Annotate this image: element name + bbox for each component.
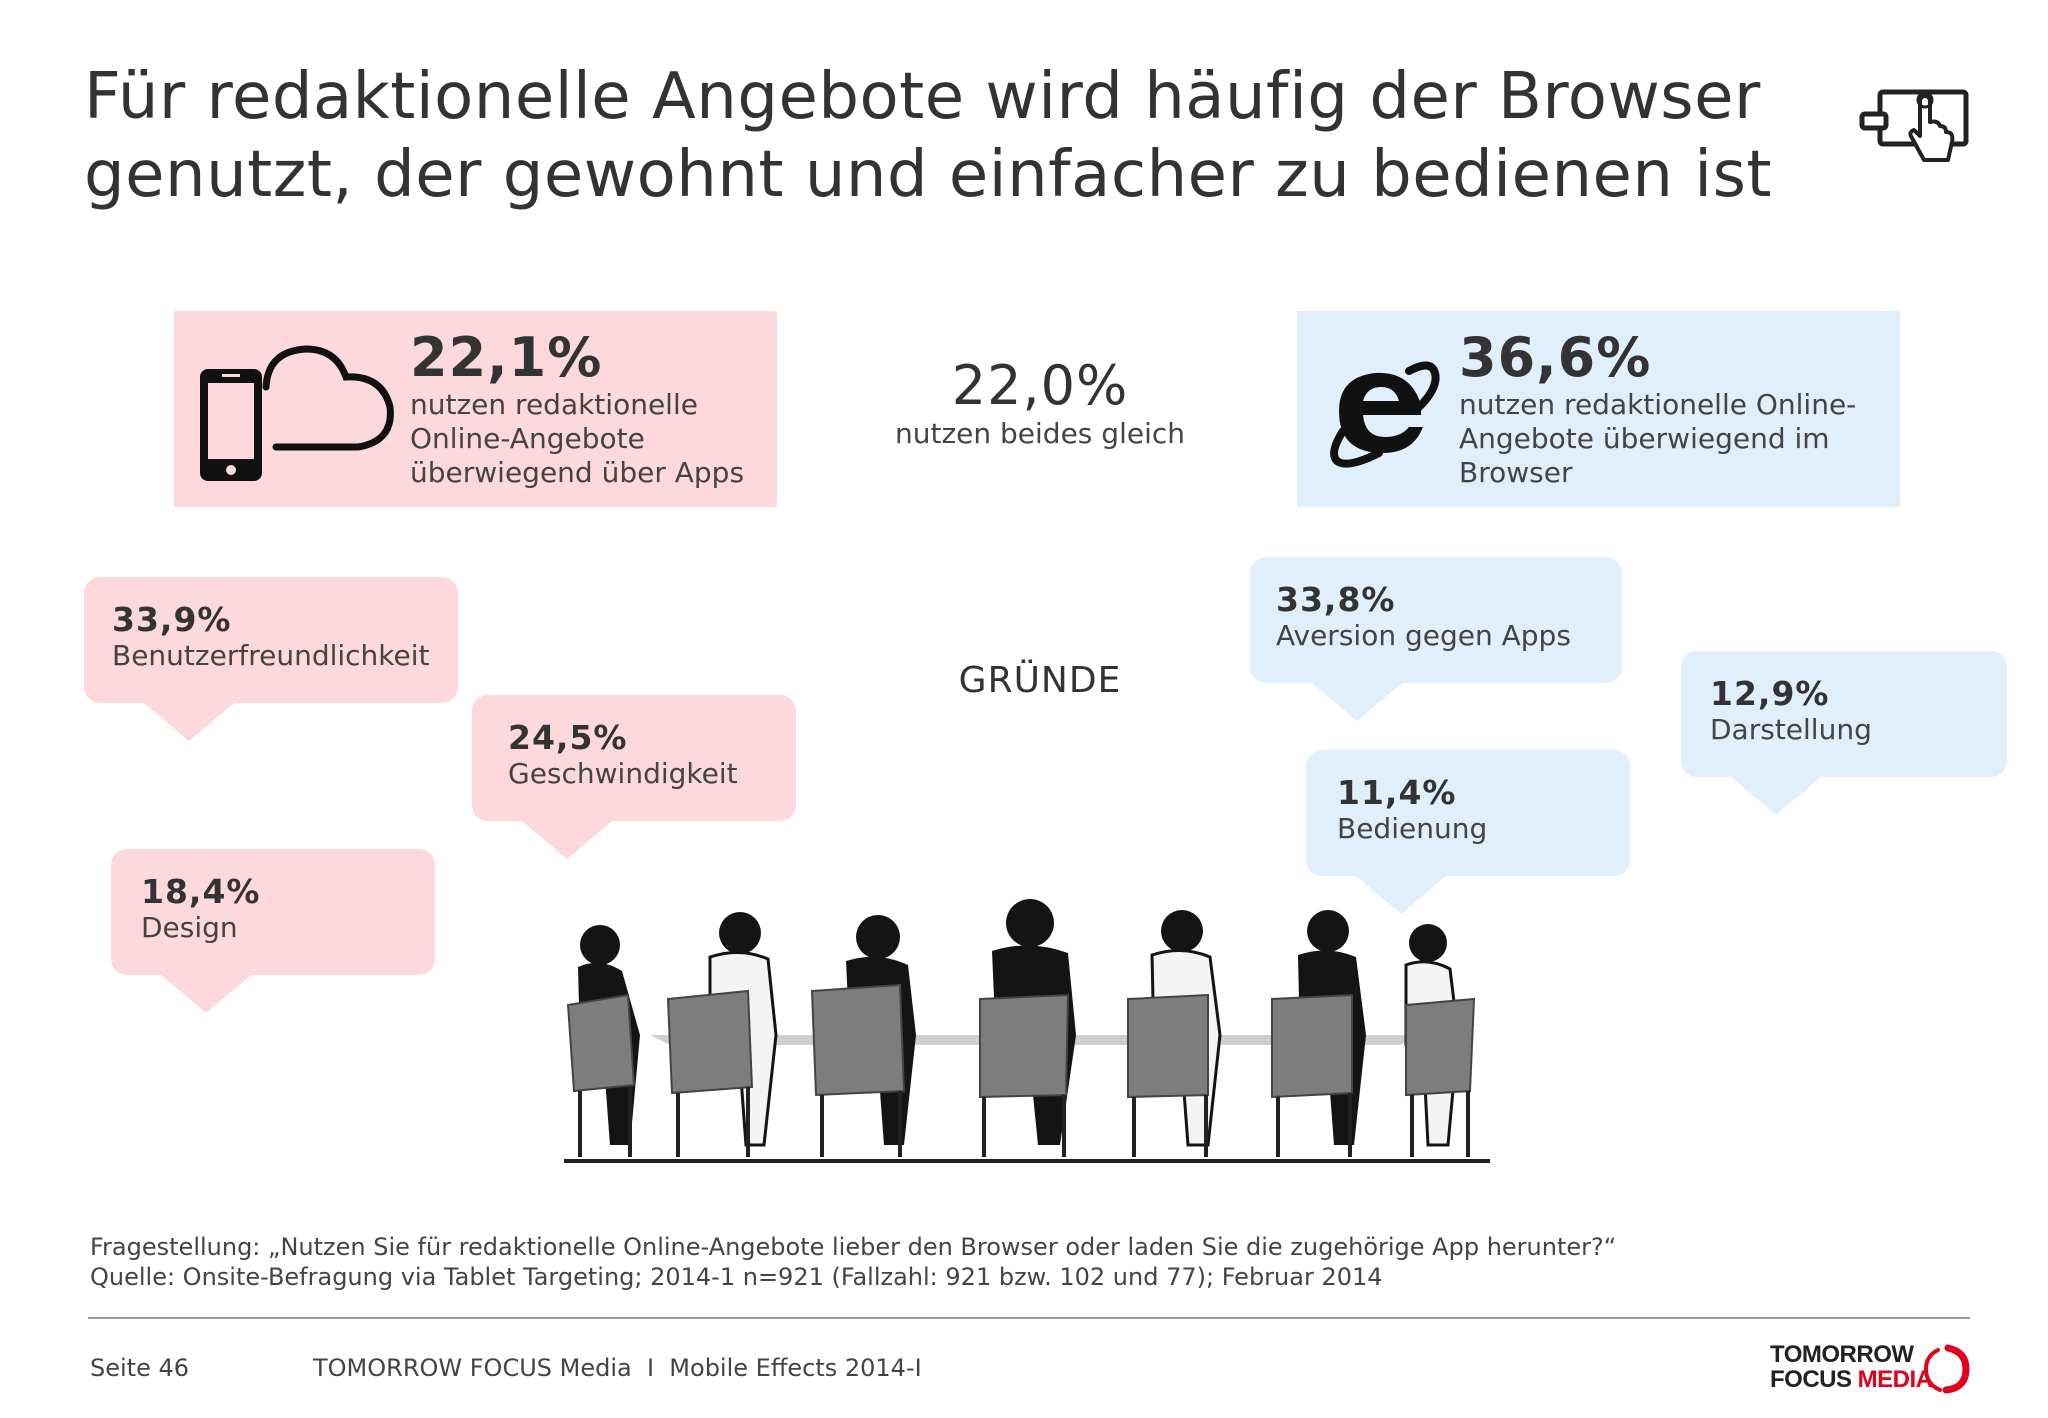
reason-label: Darstellung xyxy=(1710,713,1872,746)
reason-label: Benutzerfreundlichkeit xyxy=(112,639,430,672)
apps-desc-line-3: überwiegend über Apps xyxy=(410,456,745,489)
reasons-label: GRÜNDE xyxy=(958,660,1122,701)
reason-label: Design xyxy=(141,911,238,944)
browser-desc-line-3: Browser xyxy=(1459,456,1573,489)
footer-divider xyxy=(88,1317,1970,1319)
browser-stat-text: 36,6% nutzen redaktionelle Online- Angeb… xyxy=(1459,328,1856,490)
apps-stat-text: 22,1% nutzen redaktionelle Online-Angebo… xyxy=(410,328,744,490)
reason-percent: 24,5% xyxy=(508,718,628,757)
page-title: Für redaktionelle Angebote wird häufig d… xyxy=(84,58,1784,214)
browser-stat-box: 36,6% nutzen redaktionelle Online- Angeb… xyxy=(1297,311,1900,507)
apps-percent: 22,1% xyxy=(410,326,603,389)
reason-bubble-usability: 33,9% Benutzerfreundlichkeit xyxy=(84,577,458,741)
source-question: Fragestellung: „Nutzen Sie für redaktion… xyxy=(90,1233,1617,1261)
source-line: Quelle: Onsite-Befragung via Tablet Targ… xyxy=(90,1263,1383,1291)
meeting-silhouette-illustration xyxy=(564,899,1490,1163)
internet-explorer-icon xyxy=(1330,361,1440,468)
tablet-touch-icon xyxy=(1859,89,1969,162)
reason-bubble-handling: 11,4% Bedienung xyxy=(1306,750,1630,914)
source-note: Fragestellung: „Nutzen Sie für redaktion… xyxy=(90,1232,1890,1292)
reason-bubble-display: 12,9% Darstellung xyxy=(1681,651,2007,815)
logo-media: MEDIA xyxy=(1857,1366,1933,1393)
both-stat: 22,0% nutzen beides gleich xyxy=(880,355,1200,451)
page-number: Seite 46 xyxy=(90,1354,190,1382)
apps-desc-line-2: Online-Angebote xyxy=(410,422,645,455)
browser-desc-line-2: Angebote überwiegend im xyxy=(1459,422,1830,455)
reason-bubble-design: 18,4% Design xyxy=(111,849,435,1013)
reason-label: Geschwindigkeit xyxy=(508,757,738,790)
logo-line-2: FOCUS MEDIA xyxy=(1770,1367,1970,1392)
page-title-line-2: genutzt, der gewohnt und einfacher zu be… xyxy=(84,138,1772,212)
browser-percent: 36,6% xyxy=(1459,326,1652,389)
both-percent: 22,0% xyxy=(951,354,1129,417)
apps-desc-line-1: nutzen redaktionelle xyxy=(410,388,698,421)
reason-label: Bedienung xyxy=(1337,812,1488,845)
footer-title: TOMORROW FOCUS Media I Mobile Effects 20… xyxy=(313,1354,922,1382)
reason-bubble-app-aversion: 33,8% Aversion gegen Apps xyxy=(1250,557,1622,721)
reason-percent: 11,4% xyxy=(1337,773,1457,812)
both-desc: nutzen beides gleich xyxy=(894,417,1185,450)
reason-percent: 33,9% xyxy=(112,600,232,639)
reason-percent: 18,4% xyxy=(141,872,261,911)
company-logo: TOMORROW FOCUS MEDIA xyxy=(1770,1342,1970,1398)
logo-line-1: TOMORROW xyxy=(1770,1341,1914,1368)
reason-label: Aversion gegen Apps xyxy=(1276,619,1571,652)
browser-desc-line-1: nutzen redaktionelle Online- xyxy=(1459,388,1857,421)
logo-ring-icon xyxy=(1924,1344,1970,1394)
reason-percent: 12,9% xyxy=(1710,674,1830,713)
reason-percent: 33,8% xyxy=(1276,580,1396,619)
apps-stat-box: 22,1% nutzen redaktionelle Online-Angebo… xyxy=(174,311,777,507)
logo-focus: FOCUS xyxy=(1770,1366,1858,1393)
page-title-line-1: Für redaktionelle Angebote wird häufig d… xyxy=(84,60,1761,134)
reason-bubble-speed: 24,5% Geschwindigkeit xyxy=(472,695,796,859)
smartphone-cloud-icon xyxy=(200,345,394,481)
